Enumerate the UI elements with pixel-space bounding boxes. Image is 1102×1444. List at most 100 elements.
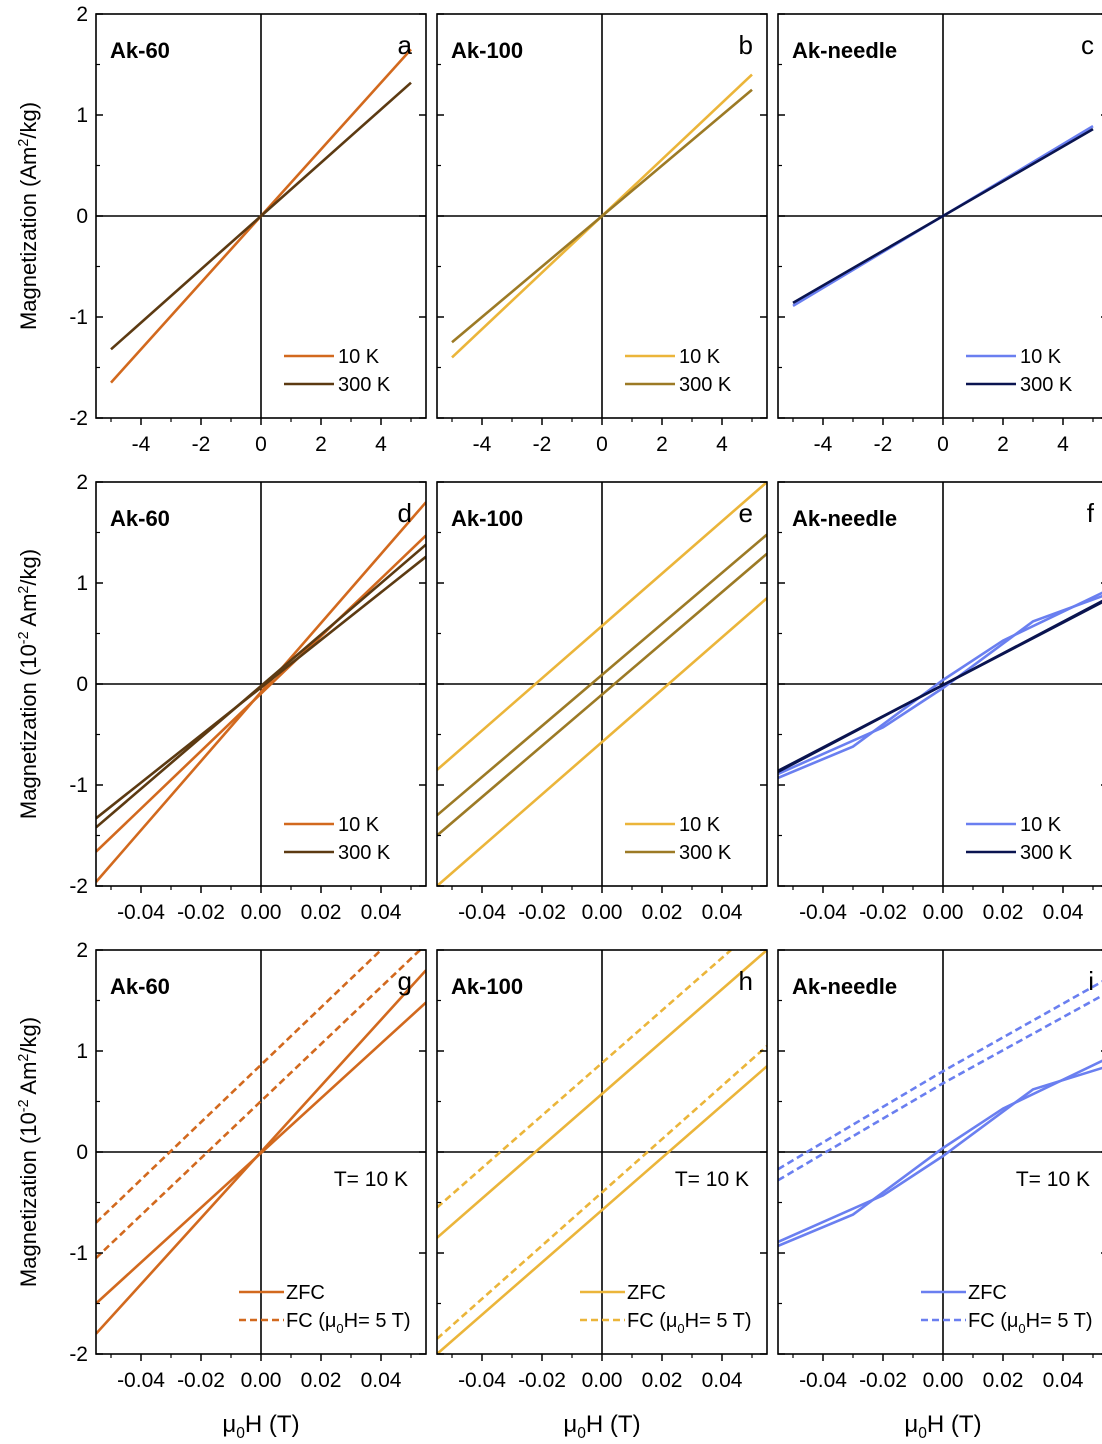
legend-label: 10 K (679, 814, 721, 836)
text-part: 2 (16, 1054, 32, 1062)
x-tick-label: 0 (255, 433, 267, 456)
legend-label: FC (μ0H= 5 T) (627, 1310, 752, 1336)
x-tick-label: 0.04 (361, 901, 402, 924)
y-tick-label: -1 (69, 306, 88, 329)
text-part: 0 (918, 1425, 927, 1442)
y-tick-label: 2 (76, 471, 88, 494)
x-tick-label: 0.00 (923, 901, 964, 924)
series-line-0-1 (437, 1065, 767, 1354)
series-group (778, 980, 1102, 1248)
legend-label: 10 K (338, 814, 380, 836)
panel-letter: i (1088, 966, 1094, 996)
panel-i: -0.04 -0.02 0.00 0.02 0.04 Ak-needle i T= 10 K Z… (777, 949, 1102, 1442)
series-line-1-1 (778, 600, 1102, 773)
series-line-1-0 (110, 81, 412, 351)
series-line-1-1 (96, 950, 421, 1259)
x-tick-label: 0.04 (702, 901, 743, 924)
x-axis-label: μ0H (T) (563, 1411, 640, 1442)
x-tick-label: 4 (1057, 433, 1069, 456)
legend-label: 300 K (679, 374, 732, 396)
legend-label: 300 K (338, 374, 391, 396)
temperature-annotation: T= 10 K (675, 1168, 749, 1191)
series-group (437, 950, 767, 1354)
series-line-0-0 (778, 1059, 1102, 1248)
x-tick-label: -0.04 (458, 901, 506, 924)
text-part: /kg) (16, 1017, 41, 1054)
y-tick-label: 2 (76, 3, 88, 26)
series-group (110, 48, 412, 384)
x-tick-label: 2 (656, 433, 668, 456)
panel-letter: a (398, 30, 413, 60)
series-group (778, 591, 1102, 780)
y-axis-label: Magnetization (10-2 Am2/kg) (16, 1017, 41, 1287)
x-tick-label: 0.02 (983, 901, 1024, 924)
y-tick-label: -1 (69, 1242, 88, 1265)
x-tick-label: 0.00 (923, 1369, 964, 1392)
series-group (451, 73, 753, 359)
panel-letter: h (739, 966, 753, 996)
panel-letter: f (1087, 498, 1095, 528)
series-line-1-1 (778, 994, 1102, 1182)
text-part: H (T) (245, 1411, 300, 1438)
text-part: μ (563, 1411, 577, 1438)
y-axis-label: Magnetization (10-2 Am2/kg) (16, 549, 41, 819)
x-tick-label: 0.00 (582, 1369, 623, 1392)
x-tick-label: -0.04 (799, 1369, 847, 1392)
x-tick-label: -0.02 (177, 1369, 225, 1392)
x-tick-label: 0.02 (642, 1369, 683, 1392)
text-part: Magnetization (Am (16, 147, 41, 330)
legend-label: ZFC (286, 1282, 325, 1304)
x-tick-label: 4 (375, 433, 387, 456)
panel-title: Ak-100 (451, 38, 523, 63)
y-tick-label: 1 (76, 104, 88, 127)
panel-letter: b (739, 30, 753, 60)
text-part: Am (16, 1062, 41, 1100)
x-tick-label: -0.02 (859, 901, 907, 924)
y-tick-label: 1 (76, 1040, 88, 1063)
temperature-annotation: T= 10 K (1016, 1168, 1090, 1191)
temperature-annotation: T= 10 K (334, 1168, 408, 1191)
series-line-1-1 (437, 1045, 767, 1340)
text-part: Am (16, 594, 41, 632)
panel-b: -4 -2 0 2 4 Ak-100 b 10 K 300 K (436, 13, 768, 456)
series-line-0-1 (778, 1066, 1102, 1244)
panel-title: Ak-60 (110, 38, 170, 63)
text-part: H (T) (586, 1411, 641, 1438)
text-part: /kg) (16, 102, 41, 139)
series-line-0-1 (96, 534, 426, 853)
y-tick-label: 0 (76, 673, 88, 696)
series-group (96, 501, 426, 883)
x-tick-label: -2 (533, 433, 552, 456)
x-tick-label: 0.04 (1043, 901, 1084, 924)
panel-letter: g (398, 966, 412, 996)
x-tick-label: 0 (937, 433, 949, 456)
x-tick-label: 0.00 (241, 901, 282, 924)
x-tick-label: -0.04 (117, 901, 165, 924)
legend-label: ZFC (627, 1282, 666, 1304)
legend-label: 10 K (1020, 346, 1062, 368)
text-part: Magnetization (10 (16, 644, 41, 819)
x-tick-label: -0.04 (117, 1369, 165, 1392)
x-tick-label: -2 (192, 433, 211, 456)
legend-label: 300 K (1020, 842, 1073, 864)
series-line-1-1 (437, 552, 767, 837)
x-tick-label: 0.02 (642, 901, 683, 924)
x-tick-label: 0.02 (301, 1369, 342, 1392)
y-tick-label: 0 (76, 205, 88, 228)
x-tick-label: 0.00 (582, 901, 623, 924)
text-part: H= 5 T) (685, 1310, 752, 1332)
series-line-0-0 (778, 591, 1102, 780)
panel-d: -2 -1 0 1 2 -0.04 -0.02 0.00 0.02 0.04 Ak-60 d 10 K 3… (16, 471, 427, 924)
x-tick-label: 0.02 (983, 1369, 1024, 1392)
text-part: μ (222, 1411, 236, 1438)
y-tick-label: -2 (69, 1343, 88, 1366)
text-part: 0 (577, 1425, 586, 1442)
text-part: μ (904, 1411, 918, 1438)
y-tick-label: 0 (76, 1141, 88, 1164)
series-group (437, 482, 767, 886)
panel-h: -0.04 -0.02 0.00 0.02 0.04 Ak-100 h T= 10 K ZFC F… (436, 949, 768, 1442)
legend-label: 10 K (338, 346, 380, 368)
y-tick-label: 2 (76, 939, 88, 962)
y-tick-label: -2 (69, 875, 88, 898)
series-line-0-0 (437, 950, 767, 1239)
